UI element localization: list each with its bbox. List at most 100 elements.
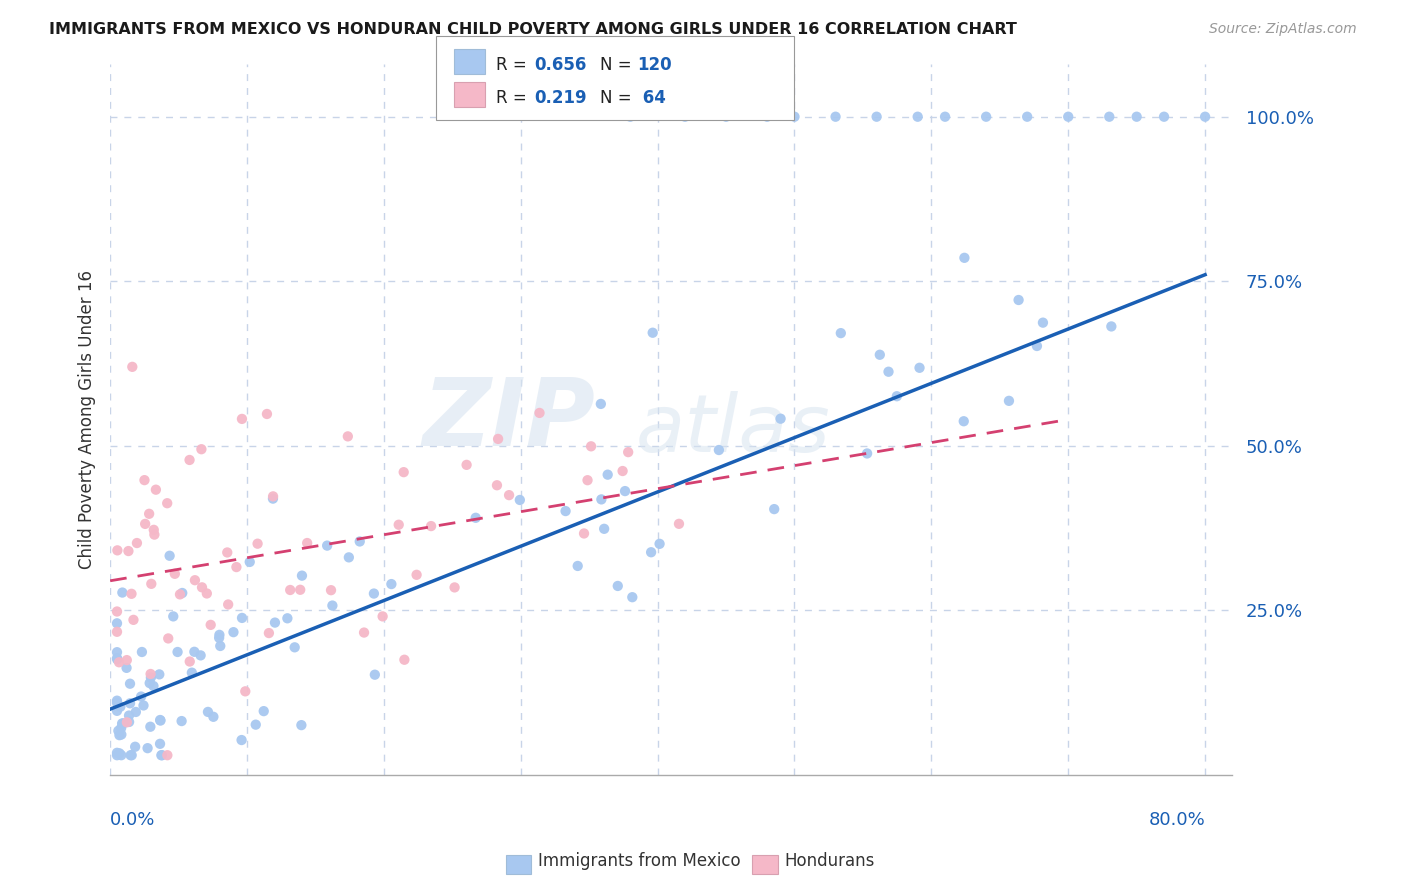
Point [115,715,138,730]
Point [284,640,307,655]
Point [388,517,411,532]
Point [122,613,145,627]
Point [191,580,214,594]
Point [869,348,891,362]
Text: 0.0%: 0.0% [110,811,156,830]
Point [1153,110,1175,124]
Point [998,393,1021,408]
Point [117,544,139,558]
Point [179,453,201,467]
Point [1125,110,1147,124]
Point [707,443,730,458]
Point [138,507,160,521]
Point [316,539,339,553]
Text: Source: ZipAtlas.com: Source: ZipAtlas.com [1209,22,1357,37]
Point [567,558,589,573]
Point [105,696,128,710]
Point [756,110,779,124]
Point [614,484,637,499]
Point [139,667,162,681]
Point [763,502,786,516]
Point [231,611,253,625]
Point [121,748,143,763]
Point [349,534,371,549]
Point [1007,293,1029,307]
Point [1017,110,1039,124]
Text: Immigrants from Mexico: Immigrants from Mexico [538,852,741,870]
Text: IMMIGRANTS FROM MEXICO VS HONDURAN CHILD POVERTY AMONG GIRLS UNDER 16 CORRELATIO: IMMIGRANTS FROM MEXICO VS HONDURAN CHILD… [49,22,1017,37]
Point [380,577,402,591]
Point [222,625,245,640]
Point [166,645,188,659]
Point [336,429,359,443]
Point [118,714,141,729]
Point [105,543,128,558]
Point [118,708,141,723]
Point [579,439,602,453]
Point [148,667,170,681]
Point [180,665,202,680]
Text: 0.219: 0.219 [534,89,586,107]
Point [648,537,671,551]
Point [276,611,298,625]
Point [124,739,146,754]
Point [262,489,284,503]
Point [149,714,172,728]
Point [190,442,212,457]
Point [107,723,129,738]
Point [138,676,160,690]
Text: atlas: atlas [636,392,831,469]
Point [111,716,134,731]
Point [111,585,134,599]
Point [596,467,619,482]
Point [184,573,207,587]
Point [190,648,212,663]
Point [105,605,128,619]
Point [907,110,929,124]
Text: Hondurans: Hondurans [785,852,875,870]
Point [1194,110,1216,124]
Point [150,748,173,763]
Point [134,516,156,531]
Point [456,458,478,472]
Point [231,412,253,426]
Point [486,432,509,446]
Point [200,618,222,632]
Point [953,251,976,265]
Point [110,748,132,763]
Point [132,698,155,713]
Point [156,496,179,510]
Point [714,110,737,124]
Point [120,748,142,763]
Point [363,586,385,600]
Point [619,110,641,124]
Text: R =: R = [496,89,533,107]
Point [105,651,128,665]
Point [640,545,662,559]
Point [392,465,415,479]
Point [865,110,887,124]
Point [295,536,318,550]
Point [105,694,128,708]
Point [139,671,162,685]
Text: R =: R = [496,56,533,74]
Point [105,704,128,718]
Point [394,653,416,667]
Point [591,492,613,507]
Point [529,406,551,420]
Text: 120: 120 [637,56,672,74]
Point [464,510,486,524]
Point [143,527,166,541]
Point [783,110,806,124]
Point [856,446,879,460]
Point [118,696,141,710]
Point [134,473,156,487]
Point [169,587,191,601]
Point [1026,339,1049,353]
Point [208,628,231,642]
Point [110,727,132,741]
Point [239,555,262,569]
Point [125,705,148,719]
Point [934,110,956,124]
Point [208,631,231,645]
